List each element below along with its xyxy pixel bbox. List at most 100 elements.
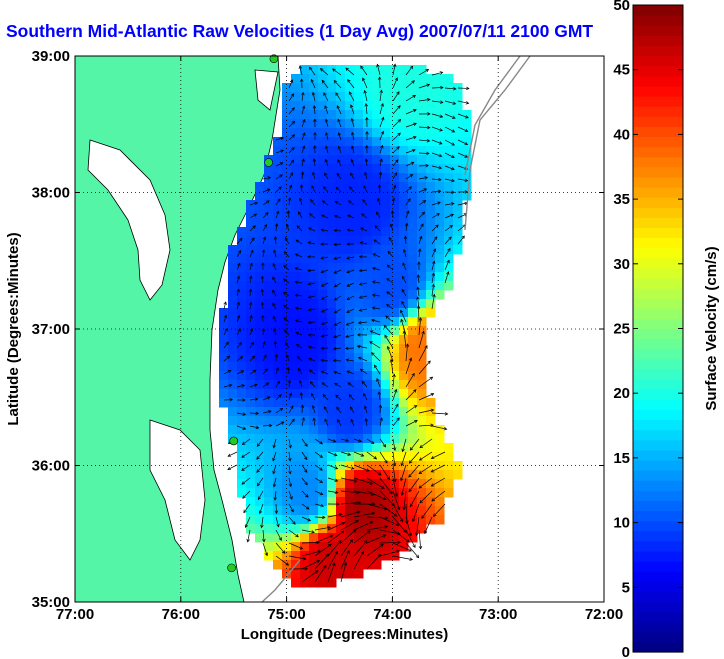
field-cell: [345, 488, 355, 498]
field-cell: [246, 452, 256, 462]
field-cell: [462, 137, 472, 147]
field-cell: [237, 299, 247, 309]
field-cell: [453, 209, 463, 219]
field-cell: [444, 218, 454, 228]
arrow-head: [242, 426, 247, 430]
field-cell: [336, 506, 346, 516]
arrow-head: [279, 162, 284, 166]
field-cell: [444, 245, 454, 255]
field-cell: [282, 353, 292, 363]
velocity-arrow: [275, 503, 277, 514]
velocity-arrow: [334, 295, 342, 301]
velocity-arrow: [301, 92, 304, 102]
field-cell: [246, 425, 256, 435]
arrow-head: [333, 270, 338, 274]
velocity-arrow: [431, 451, 446, 459]
velocity-arrow: [379, 550, 400, 557]
velocity-arrow: [418, 69, 429, 76]
field-cell: [372, 164, 382, 174]
field-cell: [417, 92, 427, 102]
arrow-head: [364, 171, 368, 176]
field-cell: [327, 191, 337, 201]
field-cell: [300, 182, 310, 192]
colorbar-swatch: [633, 207, 683, 218]
field-cell: [408, 344, 418, 354]
field-cell: [354, 443, 364, 453]
velocity-arrow: [444, 248, 451, 258]
field-cell: [390, 398, 400, 408]
field-cell: [426, 218, 436, 228]
field-cell: [237, 398, 247, 408]
field-cell: [354, 335, 364, 345]
field-cell: [273, 389, 283, 399]
arrow-head: [377, 76, 382, 80]
field-cell: [417, 254, 427, 264]
arrow-head: [379, 417, 383, 421]
field-cell: [372, 488, 382, 498]
colorbar-swatch: [633, 561, 683, 572]
field-cell: [282, 389, 292, 399]
arrow-head: [278, 186, 282, 190]
arrow-head: [334, 200, 339, 205]
arrow-head: [267, 176, 272, 180]
field-cell: [327, 344, 337, 354]
arrow-head: [432, 293, 436, 298]
arrow-head: [378, 404, 383, 408]
arrow-head: [397, 531, 401, 536]
field-cell: [282, 407, 292, 417]
field-cell: [363, 425, 373, 435]
arrow-head: [377, 553, 381, 558]
velocity-arrow: [249, 237, 255, 245]
field-cell: [372, 155, 382, 165]
field-cell: [354, 290, 364, 300]
field-cell: [399, 227, 409, 237]
field-cell: [318, 227, 328, 237]
velocity-arrow: [409, 490, 420, 507]
field-cell: [408, 452, 418, 462]
arrow-head: [430, 423, 434, 427]
field-cell: [363, 146, 373, 156]
field-cell: [327, 434, 337, 444]
field-cell: [282, 479, 292, 489]
velocity-arrow: [417, 274, 420, 284]
arrow-head: [387, 250, 391, 255]
field-cell: [417, 290, 427, 300]
field-cell: [372, 128, 382, 138]
field-cell: [345, 371, 355, 381]
field-cell: [273, 146, 283, 156]
arrow-head: [373, 456, 378, 460]
arrow-head: [418, 470, 423, 475]
colorbar-swatch: [633, 217, 683, 229]
field-cell: [354, 281, 364, 291]
velocity-arrow: [378, 391, 381, 401]
arrow-head: [419, 500, 423, 504]
arrow-head: [291, 134, 296, 138]
velocity-arrow: [295, 281, 303, 284]
velocity-arrow: [379, 490, 395, 506]
arrow-head: [380, 102, 384, 107]
field-cell: [255, 308, 265, 318]
field-cell: [300, 227, 310, 237]
arrow-head: [423, 188, 428, 192]
field-cell: [318, 272, 328, 282]
field-cell: [327, 227, 337, 237]
velocity-arrow: [257, 438, 264, 447]
velocity-arrow: [295, 253, 303, 258]
arrow-head: [392, 184, 397, 189]
field-cell: [282, 497, 292, 507]
velocity-arrow: [223, 370, 231, 375]
field-cell: [228, 398, 238, 408]
field-cell: [408, 416, 418, 426]
colorbar-swatch: [633, 389, 683, 400]
velocity-arrow: [405, 420, 418, 427]
field-cell: [273, 308, 283, 318]
velocity-arrow: [366, 451, 377, 460]
arrow-head: [392, 447, 397, 451]
velocity-arrow: [418, 200, 426, 206]
arrow-head: [332, 562, 336, 567]
field-cell: [417, 488, 427, 498]
velocity-arrow: [403, 249, 407, 258]
arrow-head: [236, 288, 240, 293]
colorbar-swatch: [633, 419, 683, 431]
field-cell: [264, 335, 274, 345]
